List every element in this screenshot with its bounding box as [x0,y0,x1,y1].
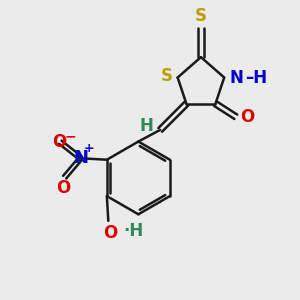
Text: −: − [65,129,76,143]
Text: S: S [195,7,207,25]
Text: O: O [56,178,70,196]
Text: –H: –H [245,68,267,86]
Text: H: H [140,116,154,134]
Text: O: O [240,108,254,126]
Text: S: S [160,67,172,85]
Text: N: N [230,68,243,86]
Text: N: N [73,149,88,167]
Text: O: O [103,224,117,242]
Text: O: O [52,133,66,151]
Text: +: + [83,142,94,154]
Text: ·H: ·H [123,222,143,240]
